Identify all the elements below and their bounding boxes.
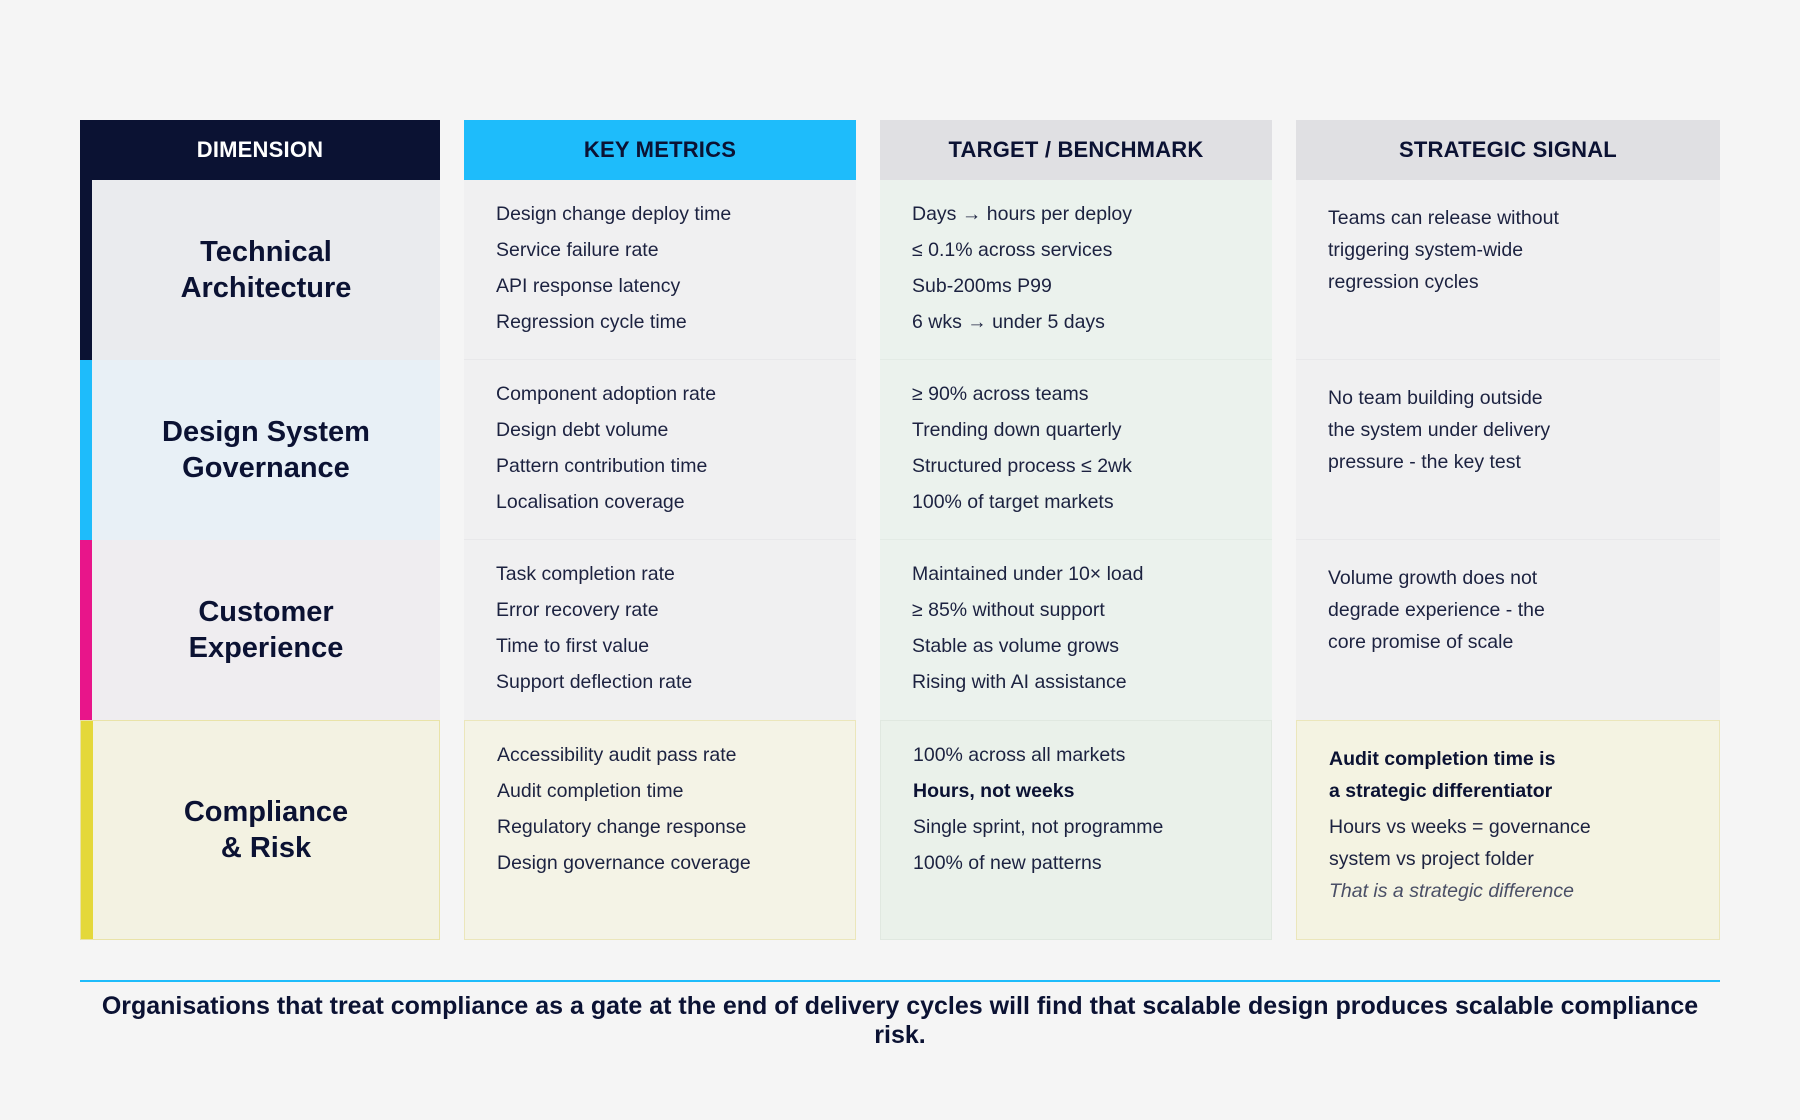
signal-line: Hours vs weeks = governance [1329, 816, 1591, 838]
target-item: Maintained under 10× load [912, 563, 1144, 585]
dimension-label-line: Compliance [183, 796, 349, 828]
metrics-cell: Accessibility audit pass rate Audit comp… [464, 720, 856, 940]
dimension-label: Design System Governance [162, 414, 370, 486]
target-item: Rising with AI assistance [912, 671, 1127, 693]
metric-item: Service failure rate [496, 239, 659, 261]
target-item: ≥ 85% without support [912, 599, 1105, 621]
target-column: TARGET / BENCHMARK Days → hours per depl… [880, 120, 1272, 940]
signal-lead-line: a strategic differentiator [1329, 780, 1553, 802]
dimension-header: DIMENSION [80, 120, 440, 180]
accent-bar-cyan [80, 360, 92, 540]
metric-item: Error recovery rate [496, 599, 659, 621]
target-cell: Days → hours per deploy ≤ 0.1% across se… [880, 180, 1272, 360]
dimension-label: Compliance & Risk [184, 794, 348, 866]
dimension-column: DIMENSION Technical Architecture Design S… [80, 120, 440, 940]
target-item: Structured process ≤ 2wk [912, 455, 1132, 477]
signal-column: STRATEGIC SIGNAL Teams can release witho… [1296, 120, 1720, 940]
target-item: 6 wks → under 5 days [912, 311, 1105, 333]
metric-item: Regression cycle time [496, 311, 687, 333]
dimension-label-line: Architecture [180, 272, 352, 304]
target-item: Trending down quarterly [912, 419, 1122, 441]
signal-cell: Teams can release without triggering sys… [1296, 180, 1720, 360]
metrics-cell: Component adoption rate Design debt volu… [464, 360, 856, 540]
dimension-compliance-risk: Compliance & Risk [80, 720, 440, 940]
signal-line: the system under delivery [1328, 419, 1551, 441]
metric-item: Task completion rate [496, 563, 675, 585]
dimension-customer-experience: Customer Experience [80, 540, 440, 720]
footer-divider [80, 980, 1720, 982]
signal-line: triggering system-wide [1328, 239, 1524, 261]
target-item: Sub-200ms P99 [912, 275, 1052, 297]
dimension-label-line: Technical [200, 236, 332, 268]
signal-line: degrade experience - the [1328, 599, 1545, 621]
metric-item: Design change deploy time [496, 203, 732, 225]
dimension-label-line: Customer [198, 596, 334, 628]
metrics-header: KEY METRICS [464, 120, 856, 180]
signal-line: regression cycles [1328, 271, 1479, 293]
signal-line: pressure - the key test [1328, 451, 1521, 473]
target-item: ≤ 0.1% across services [912, 239, 1113, 261]
metric-item: Accessibility audit pass rate [497, 744, 737, 766]
accent-bar-yellow [81, 721, 93, 939]
metric-item: Component adoption rate [496, 383, 717, 405]
signal-line: Teams can release without [1328, 207, 1559, 229]
accent-bar-magenta [80, 540, 92, 720]
signal-line: core promise of scale [1328, 631, 1514, 653]
signal-note: That is a strategic difference [1329, 880, 1574, 902]
target-header: TARGET / BENCHMARK [880, 120, 1272, 180]
metric-item: Regulatory change response [497, 816, 747, 838]
target-cell: 100% across all markets Hours, not weeks… [880, 720, 1272, 940]
target-item-highlight: Hours, not weeks [913, 780, 1075, 802]
signal-lead-line: Audit completion time is [1329, 748, 1556, 770]
target-item: ≥ 90% across teams [912, 383, 1089, 405]
metric-item: Design governance coverage [497, 852, 751, 874]
target-cell: Maintained under 10× load ≥ 85% without … [880, 540, 1272, 720]
signal-cell: Audit completion time is a strategic dif… [1296, 720, 1720, 940]
dimension-design-system-governance: Design System Governance [80, 360, 440, 540]
metric-item: Localisation coverage [496, 491, 685, 513]
target-cell: ≥ 90% across teams Trending down quarter… [880, 360, 1272, 540]
signal-cell: Volume growth does not degrade experienc… [1296, 540, 1720, 720]
target-item: 100% of new patterns [913, 852, 1102, 874]
signal-line: No team building outside [1328, 387, 1543, 409]
dimension-label-line: Experience [188, 632, 344, 664]
signal-line: Volume growth does not [1328, 567, 1538, 589]
target-item: Single sprint, not programme [913, 816, 1164, 838]
target-item: Stable as volume grows [912, 635, 1120, 657]
dimension-technical-architecture: Technical Architecture [80, 180, 440, 360]
metric-item: Audit completion time [497, 780, 684, 802]
signal-cell: No team building outside the system unde… [1296, 360, 1720, 540]
signal-header: STRATEGIC SIGNAL [1296, 120, 1720, 180]
target-item: 100% across all markets [913, 744, 1126, 766]
dimension-label-line: & Risk [220, 832, 312, 864]
signal-line: system vs project folder [1329, 848, 1534, 870]
metrics-cell: Design change deploy time Service failur… [464, 180, 856, 360]
dimension-label-line: Governance [182, 452, 350, 484]
metric-item: Pattern contribution time [496, 455, 708, 477]
dimension-label-line: Design System [162, 416, 370, 448]
footer-statement: Organisations that treat compliance as a… [101, 992, 1699, 1049]
metric-item: Support deflection rate [496, 671, 693, 693]
accent-bar-navy [80, 180, 92, 360]
metrics-column: KEY METRICS Design change deploy time Se… [464, 120, 856, 940]
dimension-label: Technical Architecture [181, 234, 352, 306]
target-item: 100% of target markets [912, 491, 1114, 513]
metric-item: Time to first value [496, 635, 650, 657]
metric-item: Design debt volume [496, 419, 669, 441]
signal-lead: Audit completion time is a strategic dif… [1329, 743, 1679, 807]
metrics-cell: Task completion rate Error recovery rate… [464, 540, 856, 720]
target-item: Days → hours per deploy [912, 203, 1133, 225]
dimension-label: Customer Experience [189, 594, 344, 666]
metric-item: API response latency [496, 275, 681, 297]
